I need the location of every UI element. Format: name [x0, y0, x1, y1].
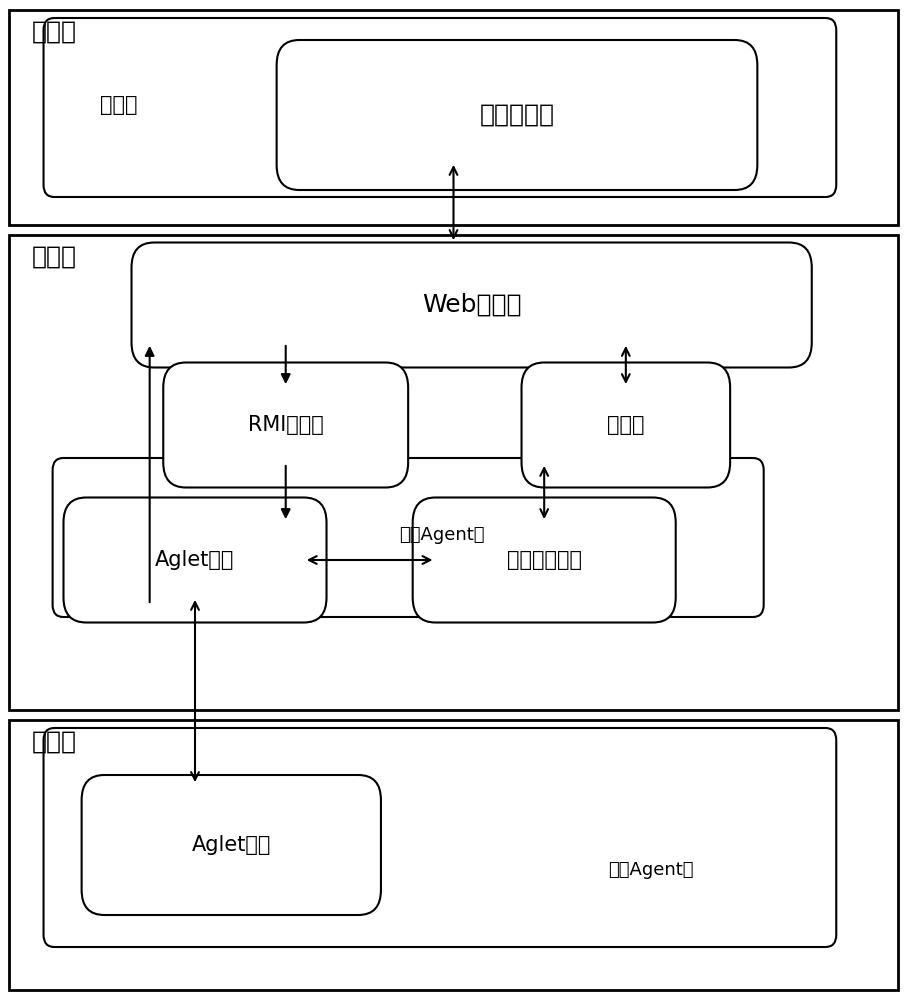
Text: Aglet平台: Aglet平台 [155, 550, 235, 570]
Bar [9, 720, 898, 990]
Bar [9, 235, 898, 710]
Text: 移动Agent层: 移动Agent层 [399, 526, 484, 544]
FancyBboxPatch shape [53, 458, 764, 617]
Text: RMI中间件: RMI中间件 [248, 415, 324, 435]
FancyBboxPatch shape [413, 498, 676, 622]
Text: Web服务层: Web服务层 [422, 293, 522, 317]
FancyBboxPatch shape [522, 362, 730, 488]
FancyBboxPatch shape [277, 40, 757, 190]
Bar [9, 10, 898, 225]
Text: 建模显示层: 建模显示层 [480, 103, 554, 127]
FancyBboxPatch shape [44, 728, 836, 947]
Text: 客户端: 客户端 [32, 20, 77, 44]
FancyBboxPatch shape [163, 362, 408, 488]
FancyBboxPatch shape [82, 775, 381, 915]
FancyBboxPatch shape [44, 18, 836, 197]
Text: 服务器: 服务器 [32, 245, 77, 269]
FancyBboxPatch shape [132, 242, 812, 367]
Text: 移动Agent层: 移动Agent层 [608, 861, 693, 879]
Text: 数据层: 数据层 [607, 415, 645, 435]
Text: Aglet平台: Aglet平台 [191, 835, 271, 855]
Text: 工作站: 工作站 [32, 730, 77, 754]
Text: 浏览器: 浏览器 [100, 95, 137, 115]
Text: 设计流程引擎: 设计流程引擎 [507, 550, 581, 570]
FancyBboxPatch shape [63, 498, 327, 622]
